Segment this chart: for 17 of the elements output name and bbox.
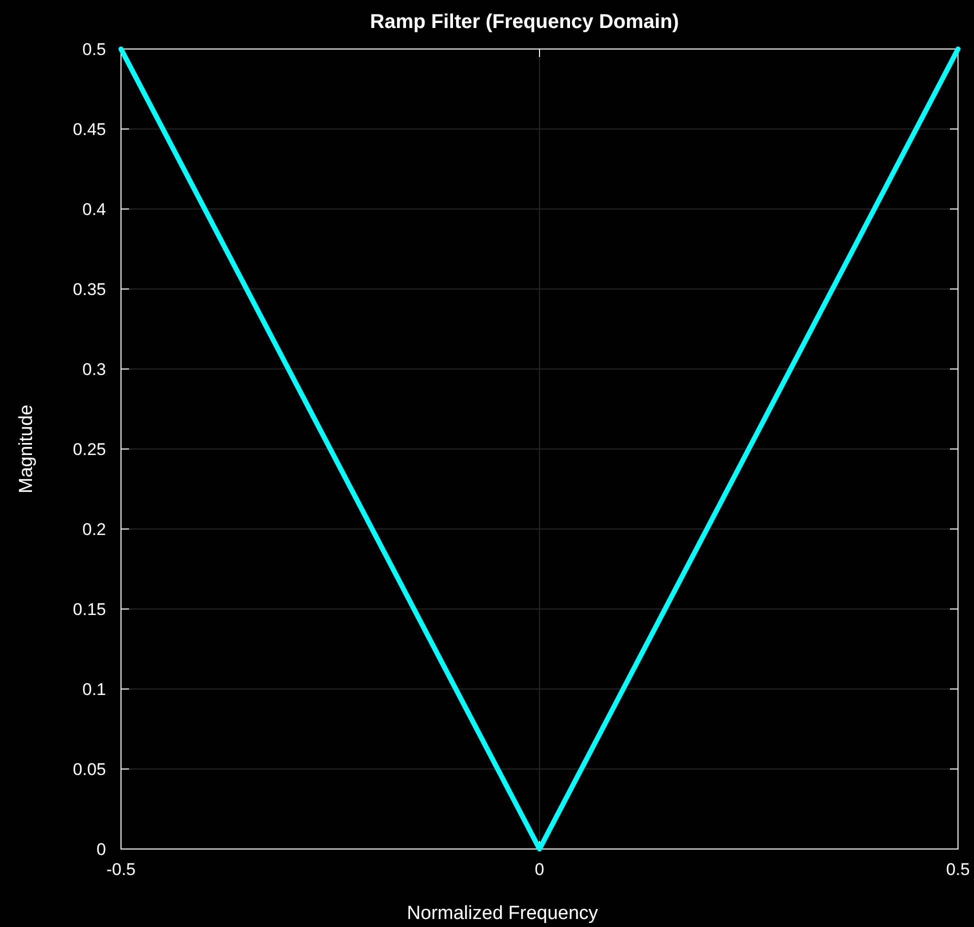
y-tick-label: 0.3 (82, 360, 106, 379)
y-tick-label: 0.1 (82, 680, 106, 699)
y-tick-label: 0.05 (72, 760, 106, 779)
y-axis-title: Magnitude (16, 404, 37, 494)
y-tick-label: 0.45 (72, 120, 106, 139)
y-tick-label: 0.25 (72, 440, 106, 459)
y-tick-label: 0 (96, 840, 106, 859)
x-tick-label: 0.5 (946, 860, 970, 879)
x-tick-label: 0 (534, 860, 544, 879)
y-tick-label: 0.15 (72, 600, 106, 619)
y-tick-label: 0.5 (82, 40, 106, 59)
y-tick-label: 0.35 (72, 280, 106, 299)
y-tick-label: 0.2 (82, 520, 106, 539)
x-tick-label: -0.5 (106, 860, 136, 879)
y-tick-label: 0.4 (82, 200, 106, 219)
x-axis-title: Normalized Frequency (406, 903, 599, 924)
chart-title: Ramp Filter (Frequency Domain) (370, 11, 679, 33)
